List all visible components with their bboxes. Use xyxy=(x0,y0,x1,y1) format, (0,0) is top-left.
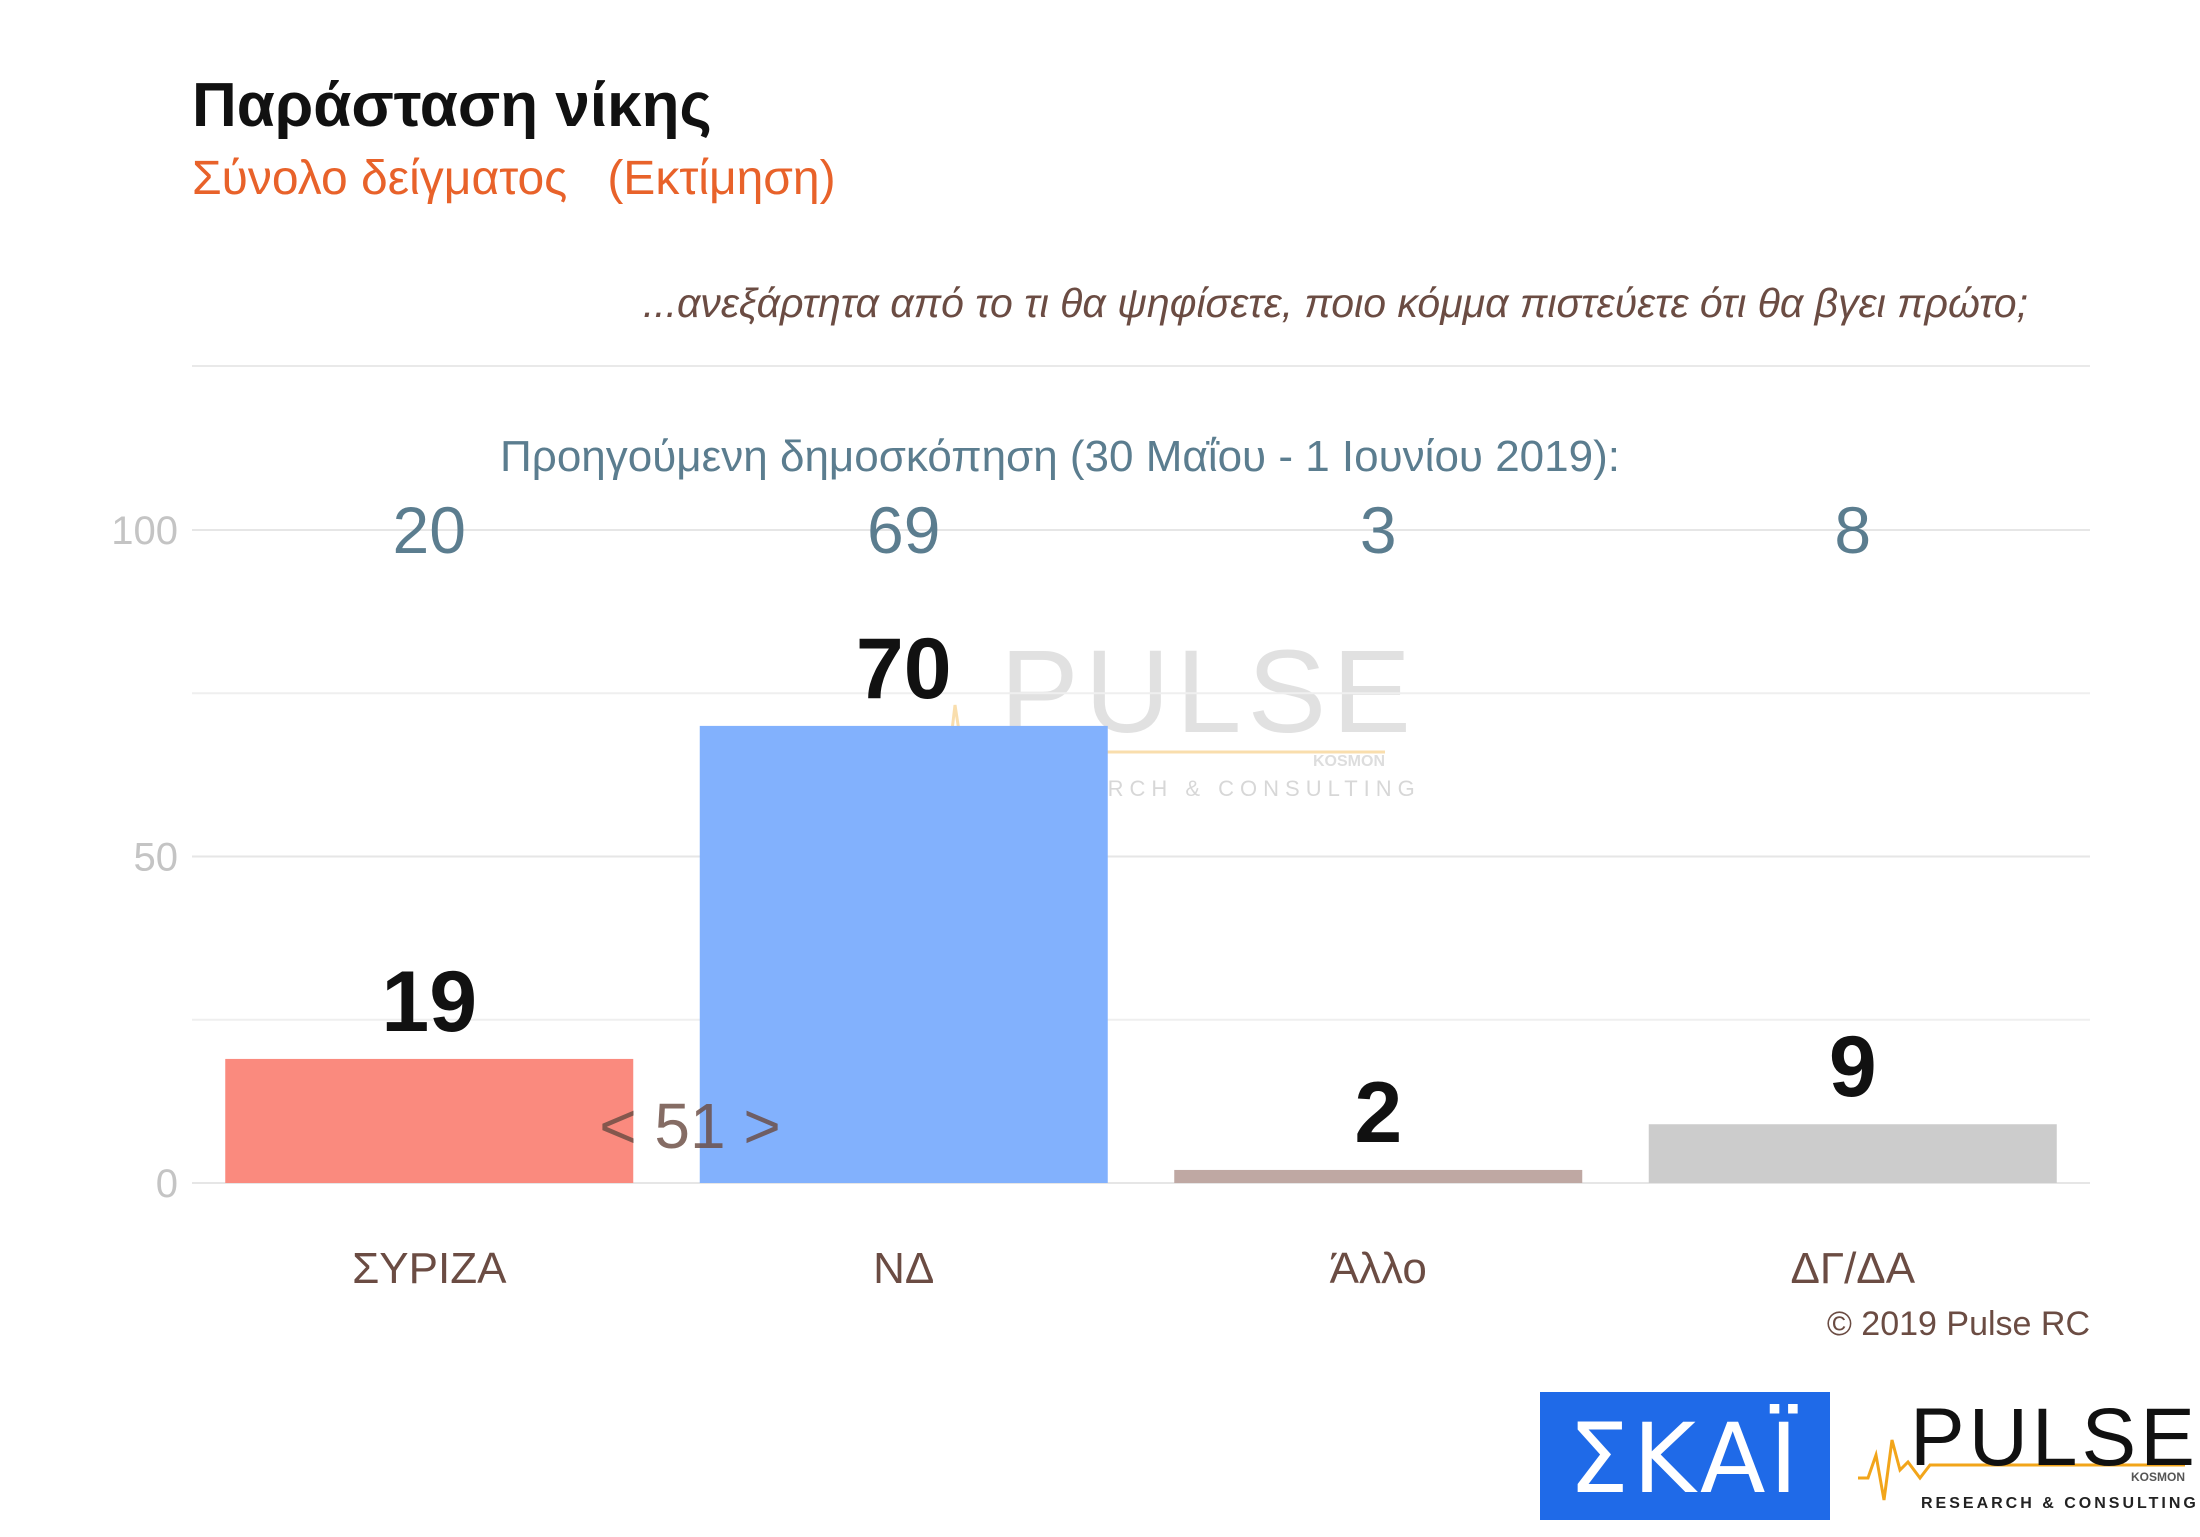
bar xyxy=(225,1058,634,1183)
skai-logo-background xyxy=(1540,1392,1830,1520)
skai-logo-text: ΣΚΑΪ xyxy=(1568,1403,1802,1515)
x-tick-label: ΔΓ/ΔΑ xyxy=(1790,1244,1915,1293)
data-label: 2 xyxy=(1354,1065,1402,1161)
bars xyxy=(225,725,2057,1183)
survey-question: ...ανεξάρτητα από το τι θα ψηφίσετε, ποι… xyxy=(643,280,2028,326)
labels: 0 50 100 19 20 ΣΥΡΙΖΑ 70 69 ΝΔ 2 3 Άλλο 9 8 ΔΓ/ΔΑ xyxy=(111,493,1915,1293)
data-label: 19 xyxy=(381,954,477,1050)
skai-logo: ΣΚΑΪ xyxy=(1540,1392,1830,1520)
watermark-partner: KOSMON xyxy=(1313,753,1385,770)
bar xyxy=(1648,1124,2057,1183)
chart-subtitle: Σύνολο δείγματος (Εκτίμηση) xyxy=(192,152,836,205)
pulse-logo-tagline: RESEARCH & CONSULTING xyxy=(1921,1495,2199,1512)
pulse-logo: PULSE KOSMON RESEARCH & CONSULTING xyxy=(1858,1392,2199,1512)
bar xyxy=(1174,1169,1583,1183)
data-label: 70 xyxy=(856,621,952,717)
data-label: 9 xyxy=(1829,1019,1877,1115)
pulse-logo-wave-icon xyxy=(1858,1439,2185,1501)
previous-poll-value: 69 xyxy=(867,493,940,567)
pulse-watermark: PULSE KOSMON RESEARCH & CONSULTING xyxy=(905,626,1415,801)
y-tick-label: 100 xyxy=(111,509,178,553)
previous-poll-value: 8 xyxy=(1834,493,1871,567)
majority-threshold-label: < 51 > xyxy=(599,1090,781,1162)
pulse-logo-partner: KOSMON xyxy=(2131,1470,2185,1484)
copyright: © 2019 Pulse RC xyxy=(1827,1305,2090,1343)
x-tick-label: ΣΥΡΙΖΑ xyxy=(352,1244,507,1293)
y-tick-label: 0 xyxy=(156,1162,178,1206)
chart-title: Παράσταση νίκης xyxy=(192,71,712,140)
pulse-logo-name: PULSE xyxy=(1910,1392,2199,1483)
previous-poll-value: 20 xyxy=(393,493,466,567)
x-tick-label: Άλλο xyxy=(1330,1244,1427,1293)
bar xyxy=(699,725,1108,1183)
previous-poll-label: Προηγούμενη δημοσκόπηση (30 Μαΐου - 1 Ιο… xyxy=(500,432,1620,481)
y-tick-label: 50 xyxy=(134,836,179,880)
x-tick-label: ΝΔ xyxy=(873,1244,934,1293)
previous-poll-value: 3 xyxy=(1360,493,1397,567)
